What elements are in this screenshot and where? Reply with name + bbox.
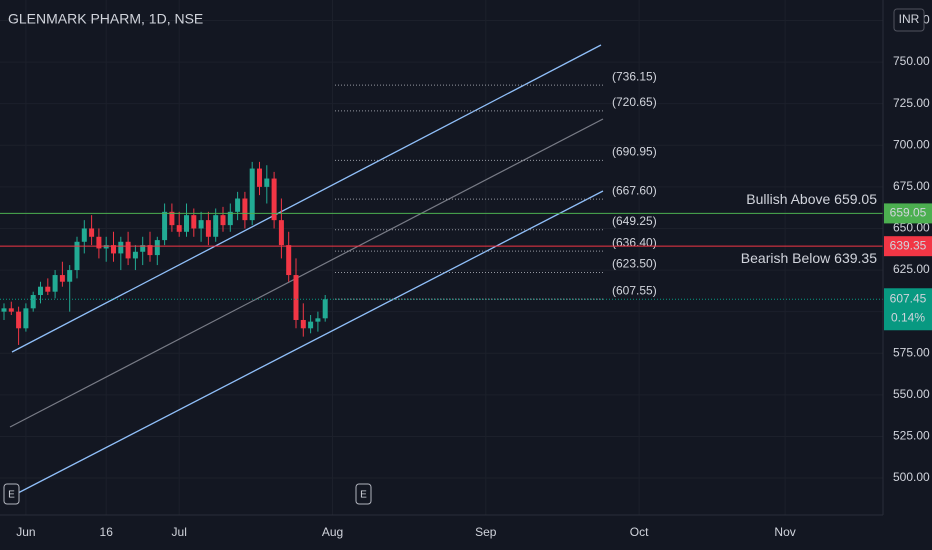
candle-body — [278, 220, 284, 246]
level-label: (649.25) — [612, 214, 657, 228]
candle-body — [1, 308, 7, 312]
level-label: (623.50) — [612, 257, 657, 271]
candle-body — [23, 308, 29, 329]
candle-body — [315, 318, 321, 322]
candle-body — [293, 275, 299, 320]
candle-body — [220, 215, 226, 226]
candle-body — [59, 275, 65, 282]
candle-body — [45, 286, 51, 292]
candle-body — [52, 275, 58, 292]
candle-body — [81, 228, 87, 242]
candle-body — [242, 198, 248, 221]
level-label: (736.15) — [612, 69, 657, 83]
candle-body — [176, 225, 182, 232]
y-tick-label: 575.00 — [893, 345, 930, 359]
y-tick-label: 650.00 — [893, 221, 930, 235]
candle-body — [308, 321, 314, 329]
candle-body — [257, 168, 262, 187]
price-line-annotation: Bearish Below 639.35 — [741, 250, 877, 266]
candle-body — [132, 251, 138, 259]
level-label: (720.65) — [612, 95, 657, 109]
price-badge-label: 639.35 — [890, 238, 927, 252]
x-tick-label: Jul — [172, 525, 187, 539]
candle-body — [89, 228, 95, 237]
last-price-label: 607.45 — [890, 291, 927, 305]
y-tick-label: 525.00 — [893, 429, 930, 443]
y-tick-label: 625.00 — [893, 262, 930, 276]
candle-body — [96, 236, 102, 249]
candle-body — [67, 270, 73, 282]
candle-body — [125, 241, 131, 259]
candle-body — [147, 245, 153, 256]
y-tick-label: 750.00 — [893, 54, 930, 68]
x-tick-label: Nov — [774, 525, 795, 539]
candle-body — [271, 178, 277, 221]
candle-body — [286, 245, 292, 276]
last-price-badge — [884, 288, 932, 331]
channel-middle — [9, 118, 604, 428]
last-price-change: 0.14% — [891, 310, 925, 324]
candle-body — [74, 241, 80, 271]
event-icon[interactable] — [3, 483, 20, 505]
y-tick-label: 675.00 — [893, 179, 930, 193]
candle-body — [184, 215, 189, 232]
candle-body — [198, 220, 204, 229]
currency-badge[interactable] — [893, 8, 925, 32]
y-tick-label: 700.00 — [893, 137, 930, 151]
candle-body — [16, 311, 22, 329]
price-badge — [884, 203, 932, 224]
candle-body — [191, 215, 197, 229]
layer: (736.15) (720.65) (690.95) (667.60) (649.25)… — [0, 69, 883, 345]
candle-body — [227, 211, 233, 226]
candle-body — [235, 198, 241, 212]
x-tick-label: Oct — [630, 525, 649, 539]
x-tick-label: Aug — [322, 525, 343, 539]
chart-title: GLENMARK PHARM, 1D, NSE — [8, 11, 203, 27]
candle-body — [30, 295, 36, 309]
event-icon[interactable] — [355, 483, 372, 505]
candle-body — [38, 286, 43, 296]
candle-body — [322, 299, 328, 319]
candle-body — [111, 245, 116, 254]
price-badge — [884, 236, 932, 257]
candle-body — [154, 240, 160, 256]
candle-body — [264, 178, 270, 187]
candle-body — [103, 245, 109, 249]
candle-body — [140, 245, 146, 252]
level-label: (607.55) — [612, 283, 657, 297]
x-tick-label: Sep — [475, 525, 497, 539]
y-tick-label: 550.00 — [893, 387, 930, 401]
price-badge-label: 659.05 — [890, 206, 927, 220]
event-icon-glyph: E — [360, 490, 367, 501]
candle-body — [162, 211, 168, 241]
candle-body — [205, 220, 211, 237]
candle-body — [300, 319, 306, 329]
level-label: (636.40) — [612, 235, 657, 249]
x-tick-label: 16 — [100, 525, 114, 539]
level-label: (690.95) — [612, 144, 657, 158]
candle-body — [118, 241, 124, 254]
candle-body — [8, 308, 14, 312]
level-label: (667.60) — [612, 183, 657, 197]
channel-upper — [11, 44, 602, 353]
candle-body — [249, 168, 255, 221]
event-icon-glyph: E — [8, 490, 15, 501]
candle-body — [213, 215, 219, 237]
price-line-annotation: Bullish Above 659.05 — [746, 191, 877, 207]
currency: INR — [899, 12, 920, 26]
y-tick-label: 500.00 — [893, 470, 930, 484]
candle-body — [169, 211, 175, 226]
channel-lower — [17, 190, 604, 494]
y-tick-label: 725.00 — [893, 96, 930, 110]
x-tick-label: Jun — [16, 525, 35, 539]
